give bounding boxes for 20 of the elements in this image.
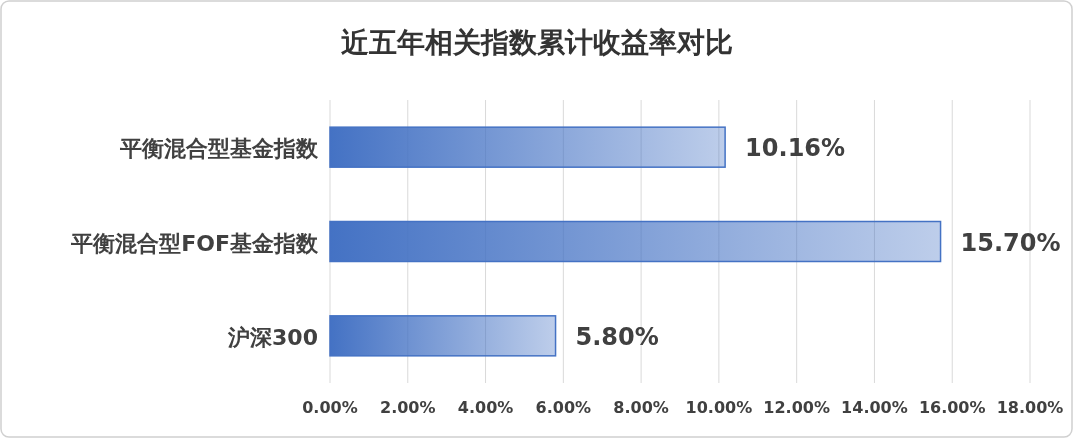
bar bbox=[329, 126, 726, 168]
x-tick-label: 6.00% bbox=[535, 398, 592, 417]
x-tick-label: 8.00% bbox=[613, 398, 669, 417]
bar bbox=[329, 315, 557, 357]
x-tick-label: 0.00% bbox=[302, 398, 358, 417]
y-tick-label: 平衡混合型基金指数 bbox=[119, 136, 319, 162]
data-label: 5.80% bbox=[575, 322, 659, 351]
y-tick-label: 平衡混合型FOF基金指数 bbox=[70, 230, 319, 256]
x-tick-label: 2.00% bbox=[380, 398, 436, 417]
data-label: 15.70% bbox=[960, 228, 1061, 257]
x-tick-label: 16.00% bbox=[918, 398, 986, 417]
y-tick-label: 沪深300 bbox=[227, 324, 318, 350]
x-tick-label: 10.00% bbox=[685, 398, 753, 417]
x-tick-label: 12.00% bbox=[763, 398, 830, 417]
data-label: 10.16% bbox=[745, 134, 846, 163]
bar bbox=[329, 220, 942, 263]
x-tick-label: 14.00% bbox=[841, 398, 908, 417]
x-tick-label: 18.00% bbox=[996, 398, 1064, 417]
chart-title: 近五年相关指数累计收益率对比 bbox=[340, 26, 733, 59]
x-tick-label: 4.00% bbox=[457, 398, 514, 417]
